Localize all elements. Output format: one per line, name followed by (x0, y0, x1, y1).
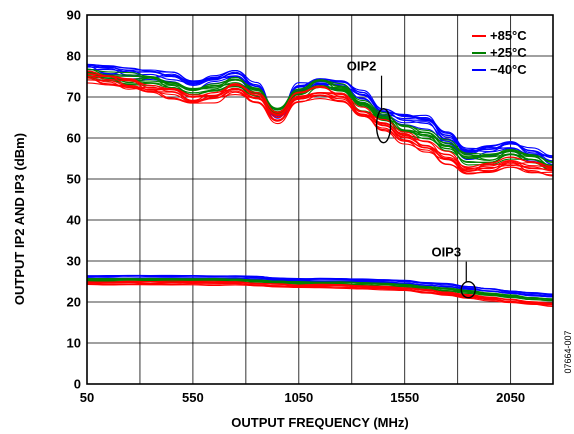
oip2-trace (86, 70, 554, 170)
legend-entry: +25°C (490, 45, 527, 60)
x-axis-title: OUTPUT FREQUENCY (MHz) (231, 415, 408, 430)
plot-frame (86, 14, 554, 385)
annotation-ellipse (375, 107, 392, 144)
oip2-trace (86, 74, 554, 169)
x-tick-label: 50 (80, 390, 94, 405)
y-tick-label: 0 (74, 377, 81, 392)
tick-labels: 0 10 20 30 40 50 60 70 80 90 50 550 1050 1550 2050 (67, 8, 526, 406)
x-tick-label: 1550 (390, 390, 419, 405)
oip3-trace (86, 282, 554, 306)
legend: +85°C +25°C −40°C (472, 28, 527, 77)
oip3-trace (86, 283, 554, 307)
y-tick-label: 30 (67, 254, 81, 269)
oip2-trace (86, 75, 554, 171)
oip2-trace (86, 77, 554, 172)
annotations: OIP2 OIP3 (347, 59, 476, 299)
oip2-trace (86, 65, 554, 162)
annotation-label: OIP2 (347, 59, 377, 74)
y-tick-label: 20 (67, 295, 81, 310)
y-tick-label: 70 (67, 90, 81, 105)
series-layer (86, 63, 554, 307)
legend-entry: +85°C (490, 28, 527, 43)
x-tick-label: 550 (182, 390, 204, 405)
annotation-ellipse (460, 281, 476, 299)
y-tick-label: 90 (67, 8, 81, 23)
y-tick-label: 60 (67, 131, 81, 146)
y-tick-label: 50 (67, 172, 81, 187)
figure-id: 07664-007 (563, 330, 573, 373)
x-tick-label: 1050 (284, 390, 313, 405)
y-tick-label: 10 (67, 336, 81, 351)
legend-entry: −40°C (490, 62, 527, 77)
y-axis-title: OUTPUT IP2 AND IP3 (dBm) (12, 133, 27, 305)
x-tick-label: 2050 (496, 390, 525, 405)
oip2-trace (86, 79, 554, 176)
annotation-label: OIP3 (431, 245, 461, 260)
y-tick-label: 40 (67, 213, 81, 228)
y-tick-label: 80 (67, 49, 81, 64)
